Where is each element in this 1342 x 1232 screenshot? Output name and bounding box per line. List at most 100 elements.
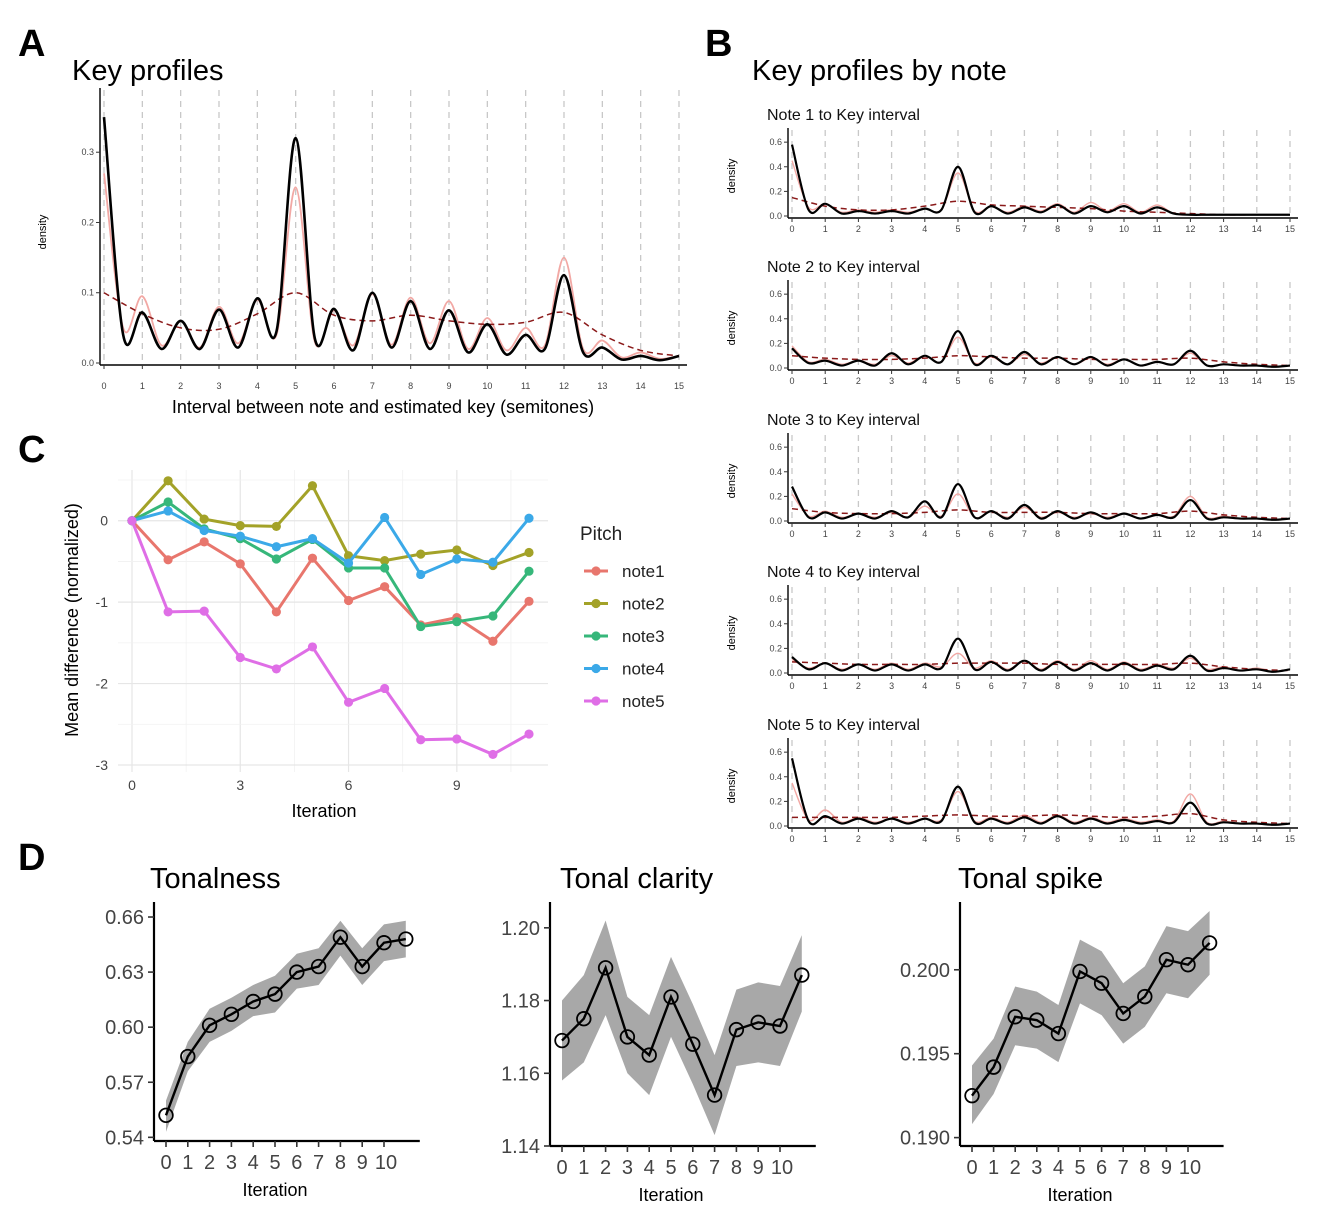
mean-point: [985, 1059, 1002, 1075]
mean-line: [561, 964, 803, 1099]
x-tick-label: 4: [255, 381, 260, 391]
x-tick-label: 2: [856, 376, 861, 386]
y-tick-label: 0.4: [769, 314, 782, 324]
x-tick-label: 2: [856, 529, 861, 539]
x-tick-label: 12: [1185, 529, 1195, 539]
panel-b-chart: Key profiles by note Note 1 to Key inter…: [726, 55, 1298, 844]
x-tick-label: 5: [269, 1152, 280, 1174]
x-tick-label: 3: [889, 834, 894, 844]
x-tick-label: 8: [1055, 376, 1060, 386]
mean-point: [332, 929, 349, 945]
mean-point: [1093, 975, 1110, 991]
point-note5: [199, 606, 209, 616]
dashed-density-line: [103, 291, 680, 357]
y-tick-label: 1.20: [501, 918, 540, 940]
panel-c-chart: Mean difference (normalized) Iteration P…: [62, 470, 665, 821]
y-tick-label: 0.2: [769, 796, 782, 806]
y-tick-label: 1.14: [501, 1136, 540, 1158]
point-note5: [380, 683, 390, 694]
x-tick-label: 9: [453, 777, 461, 793]
point-note5: [235, 652, 245, 663]
y-tick-label: 0.4: [769, 772, 782, 782]
point-note4: [452, 554, 462, 564]
y-tick-label: 0.2: [769, 186, 782, 196]
y-tick-label: 0.2: [769, 643, 782, 653]
panel-c-ylabel: Mean difference (normalized): [62, 503, 82, 737]
x-tick-label: 0: [101, 381, 106, 391]
x-tick-label: 1: [140, 381, 145, 391]
panel-b-subtitle: Note 4 to Key interval: [767, 564, 920, 581]
legend-dot-note2: [591, 598, 601, 609]
y-tick-label: 0.60: [105, 1017, 144, 1039]
pink-density-line: [103, 173, 680, 360]
mean-point: [158, 1107, 174, 1123]
x-tick-label: 3: [889, 224, 894, 234]
point-note4: [343, 558, 354, 568]
panel-c-legend-title: Pitch: [580, 524, 622, 545]
x-tick-label: 9: [1088, 224, 1093, 234]
panel-b-subtitle: Note 1 to Key interval: [767, 107, 920, 124]
mean-point: [1007, 1009, 1023, 1025]
y-tick-label: 0.6: [769, 137, 782, 147]
dashed-density-line: [791, 354, 1291, 367]
x-tick-label: 5: [955, 834, 960, 844]
panel-d-title: Tonal clarity: [560, 863, 714, 895]
mean-point: [1137, 988, 1153, 1005]
point-note2: [416, 549, 426, 559]
x-tick-label: 14: [1252, 681, 1262, 691]
x-tick-label: 2: [204, 1152, 215, 1174]
x-tick-label: 14: [1252, 529, 1262, 539]
black-density-line: [791, 329, 1291, 368]
x-tick-label: 7: [1022, 681, 1027, 691]
x-tick-label: 8: [731, 1157, 742, 1179]
y-tick-label: 0.2: [769, 491, 782, 501]
x-tick-label: 1: [823, 376, 828, 386]
x-tick-label: 7: [370, 381, 375, 391]
x-tick-label: 1: [823, 681, 828, 691]
point-note2: [452, 545, 462, 555]
x-tick-label: 1: [823, 834, 828, 844]
panel-a-xlabel: Interval between note and estimated key …: [172, 397, 594, 417]
point-note4: [163, 506, 173, 516]
panel-b-ylabel: density: [726, 615, 738, 650]
mean-line: [971, 942, 1211, 1097]
black-density-line: [790, 144, 1290, 216]
legend-label-note5: note5: [622, 692, 665, 711]
panel-d-title: Tonal spike: [958, 863, 1103, 895]
x-tick-label: 6: [989, 834, 994, 844]
point-note5: [524, 729, 534, 739]
legend-dot-note3: [591, 631, 601, 641]
black-density-line: [791, 637, 1291, 673]
point-note5: [452, 734, 462, 744]
point-note3: [163, 497, 173, 507]
x-tick-label: 3: [889, 376, 894, 386]
x-tick-label: 2: [178, 381, 183, 391]
panel-d-xlabel: Iteration: [1047, 1185, 1112, 1205]
x-tick-label: 11: [521, 381, 530, 391]
x-tick-label: 11: [1153, 224, 1162, 234]
x-tick-label: 8: [1055, 834, 1060, 844]
y-tick-label: 0.0: [81, 358, 94, 368]
x-tick-label: 4: [644, 1157, 655, 1179]
x-tick-label: 4: [922, 529, 927, 539]
mean-point: [1180, 957, 1196, 973]
mean-point: [794, 967, 810, 983]
point-note2: [163, 476, 173, 486]
x-tick-label: 10: [1119, 834, 1129, 844]
legend-label-note2: note2: [622, 595, 665, 614]
x-tick-label: 10: [1119, 224, 1129, 234]
x-tick-label: 3: [216, 381, 221, 391]
x-tick-label: 7: [1022, 224, 1027, 234]
y-tick-label: 0.1: [81, 288, 94, 298]
dashed-density-line: [791, 812, 1291, 825]
point-note5: [488, 749, 498, 760]
x-tick-label: 7: [1118, 1157, 1129, 1179]
x-tick-label: 6: [989, 376, 994, 386]
x-tick-label: 4: [922, 834, 927, 844]
point-note4: [271, 542, 281, 552]
mean-point: [663, 989, 679, 1005]
point-note1: [343, 595, 354, 606]
legend-label-note3: note3: [622, 627, 665, 646]
mean-point: [619, 1029, 636, 1045]
x-tick-label: 9: [1088, 681, 1093, 691]
